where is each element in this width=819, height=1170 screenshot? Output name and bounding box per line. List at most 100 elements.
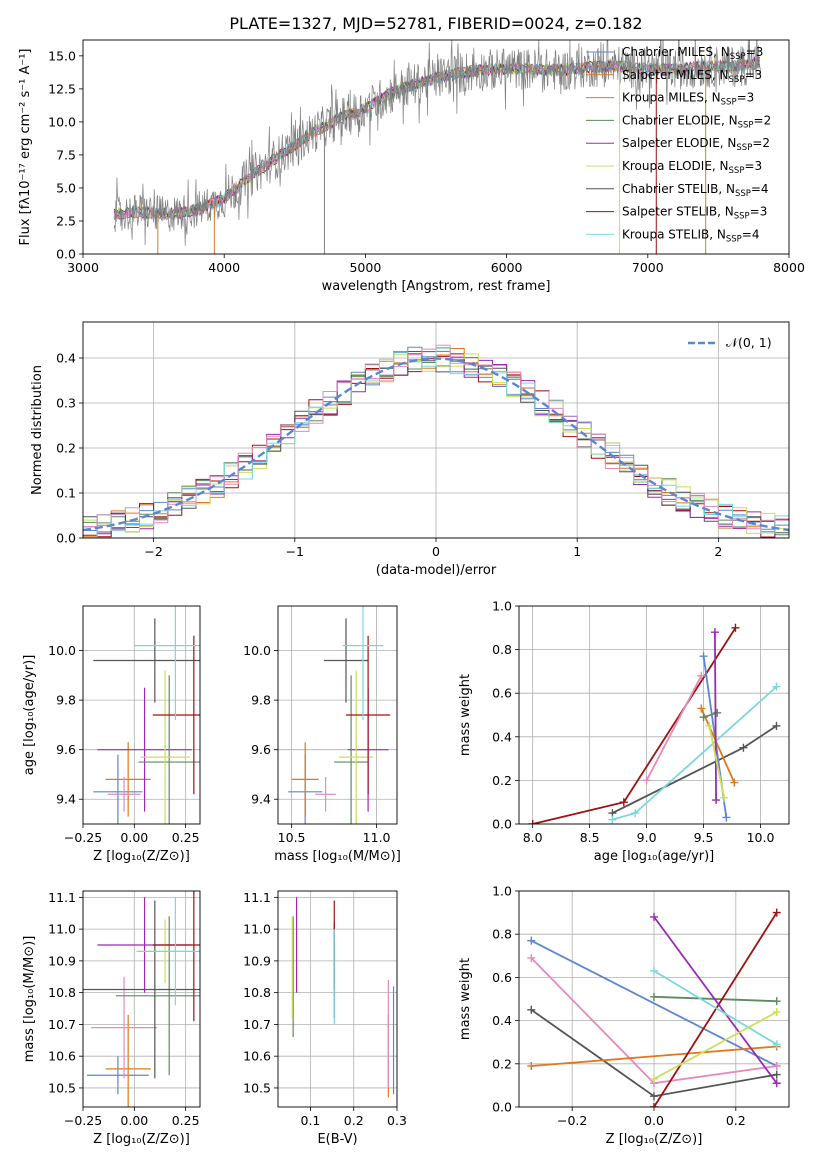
error-bar-point <box>138 675 200 824</box>
weight-marker <box>772 1079 781 1088</box>
panel-mass_vs_ebv: 0.1 0.2 0.3 10.5 10.6 10.7 10.8 10.9 11.0 11.1 E(B… <box>243 890 407 1147</box>
weight-marker <box>650 966 658 975</box>
weight-marker <box>650 912 658 921</box>
y-tick-label: 0.0 <box>56 247 76 262</box>
legend-suffix: =4 <box>742 227 760 241</box>
x-tick-label: −0.2 <box>557 1113 587 1128</box>
x-tick-label: 0.25 <box>172 1113 200 1128</box>
legend-sub: SSP <box>730 52 746 62</box>
error-bar-point <box>105 1014 151 1107</box>
error-bar-point <box>334 675 369 824</box>
x-axis-label: Z [log₁₀(Z/Z⊙)] <box>606 1132 703 1147</box>
panel-residuals: −2 −1 0 1 2 0.0 0.1 0.2 0.3 0.4 (data-model)/error… <box>30 321 790 578</box>
axes-frame <box>518 605 790 825</box>
weight-series-line <box>653 912 778 1107</box>
legend-item: Chabrier STELIB, NSSP=4 <box>622 182 769 199</box>
y-tick-label: 10.7 <box>48 1017 76 1032</box>
legend-label: Chabrier ELODIE, N <box>622 113 738 127</box>
weight-marker <box>713 708 722 717</box>
error-bar-point <box>87 1056 149 1095</box>
legend-item: 𝒩(0, 1) <box>726 335 772 350</box>
legend-suffix: =2 <box>752 136 770 150</box>
plot-area <box>291 897 395 1098</box>
legend-sub: SSP <box>735 189 751 199</box>
legend-sub: SSP <box>729 75 745 85</box>
legend-label: Kroupa ELODIE, N <box>622 159 729 173</box>
error-bar-point <box>83 900 200 1079</box>
legend-label: Salpeter ELODIE, N <box>622 136 736 150</box>
weight-marker <box>527 1005 536 1014</box>
weight-marker <box>631 809 640 818</box>
error-bar-point <box>93 754 143 824</box>
x-tick-label: 8000 <box>773 260 805 275</box>
weight-marker <box>619 798 628 807</box>
legend-suffix: =3 <box>750 205 768 219</box>
panel-age_vs_mass: 10.5 11.0 9.4 9.6 9.8 10.0 mass [log₁₀(M/M⊙)] <box>243 605 401 864</box>
panel-spectrum: 3000 4000 5000 6000 7000 8000 0.0 2.5 5.0 7.5 10.0… <box>18 39 805 294</box>
x-tick-label: 10.0 <box>747 830 775 845</box>
y-tick-label: 10.9 <box>48 953 76 968</box>
y-tick-label: 15.0 <box>48 48 76 63</box>
legend-sub: SSP <box>721 98 737 108</box>
x-tick-label: 7000 <box>632 260 664 275</box>
y-tick-label: 9.4 <box>56 792 76 807</box>
x-tick-label: 0.3 <box>387 1113 407 1128</box>
data-spectrum-line <box>113 40 762 246</box>
x-tick-label: 2 <box>714 544 722 559</box>
weight-marker <box>772 1007 781 1016</box>
y-tick-label: 0.6 <box>492 686 512 701</box>
y-tick-label: 0.1 <box>56 486 76 501</box>
weight-marker <box>650 1092 658 1101</box>
weight-series-line <box>612 686 778 821</box>
y-tick-label: 10.0 <box>48 114 76 129</box>
weight-series-line <box>653 1011 778 1080</box>
weight-marker <box>730 778 739 787</box>
y-tick-label: 0.4 <box>56 351 76 366</box>
legend-sub: SSP <box>726 234 742 244</box>
axes-frame <box>277 605 398 825</box>
weight-marker <box>720 793 729 802</box>
legend: 𝒩(0, 1) <box>688 335 772 350</box>
x-tick-label: 11.0 <box>363 830 391 845</box>
legend-sub: SSP <box>729 166 745 176</box>
y-tick-label: 0.8 <box>492 642 512 657</box>
weight-marker <box>772 1061 781 1070</box>
legend-sub: SSP <box>738 120 754 130</box>
x-tick-label: 4000 <box>208 260 240 275</box>
x-tick-label: 1 <box>573 544 581 559</box>
axes-frame <box>82 605 201 825</box>
x-tick-label: −0.25 <box>64 1113 102 1128</box>
y-tick-label: 0.6 <box>492 970 512 985</box>
y-tick-label: 10.9 <box>243 953 271 968</box>
y-tick-label: 11.1 <box>48 890 76 905</box>
x-tick-label: 5000 <box>349 260 381 275</box>
error-bar-point <box>323 618 369 703</box>
weight-marker <box>650 1103 658 1107</box>
x-tick-label: 6000 <box>491 260 523 275</box>
x-tick-label: 0 <box>432 544 440 559</box>
y-axis-label: mass [log₁₀(M/M⊙)] <box>22 936 37 1063</box>
weight-series-line <box>653 916 778 1084</box>
axes-frame <box>82 321 790 539</box>
error-bar-point <box>152 635 200 795</box>
legend-item: Kroupa ELODIE, NSSP=3 <box>622 159 762 176</box>
weight-marker <box>772 721 781 730</box>
y-tick-label: 10.8 <box>48 985 76 1000</box>
normal-curve <box>83 357 789 532</box>
legend-suffix: =3 <box>746 45 764 59</box>
x-axis-label: mass [log₁₀(M/M⊙)] <box>274 849 401 864</box>
figure-title: PLATE=1327, MJD=52781, FIBERID=0024, z=0… <box>229 14 642 33</box>
x-tick-label: 0.0 <box>644 1113 664 1128</box>
legend-item: Kroupa MILES, NSSP=3 <box>622 91 754 108</box>
weight-marker <box>650 992 658 1001</box>
x-axis-label: Z [log₁₀(Z/Z⊙)] <box>93 849 190 864</box>
residual-histogram <box>83 344 789 530</box>
weight-marker <box>699 713 708 722</box>
x-tick-label: 0.2 <box>344 1113 364 1128</box>
plot-area <box>113 40 762 254</box>
x-tick-label: 0.00 <box>120 1113 148 1128</box>
weight-series-line <box>611 725 777 814</box>
x-tick-label: −1 <box>286 544 304 559</box>
error-bar-point <box>291 742 319 817</box>
y-tick-label: 0.2 <box>56 441 76 456</box>
